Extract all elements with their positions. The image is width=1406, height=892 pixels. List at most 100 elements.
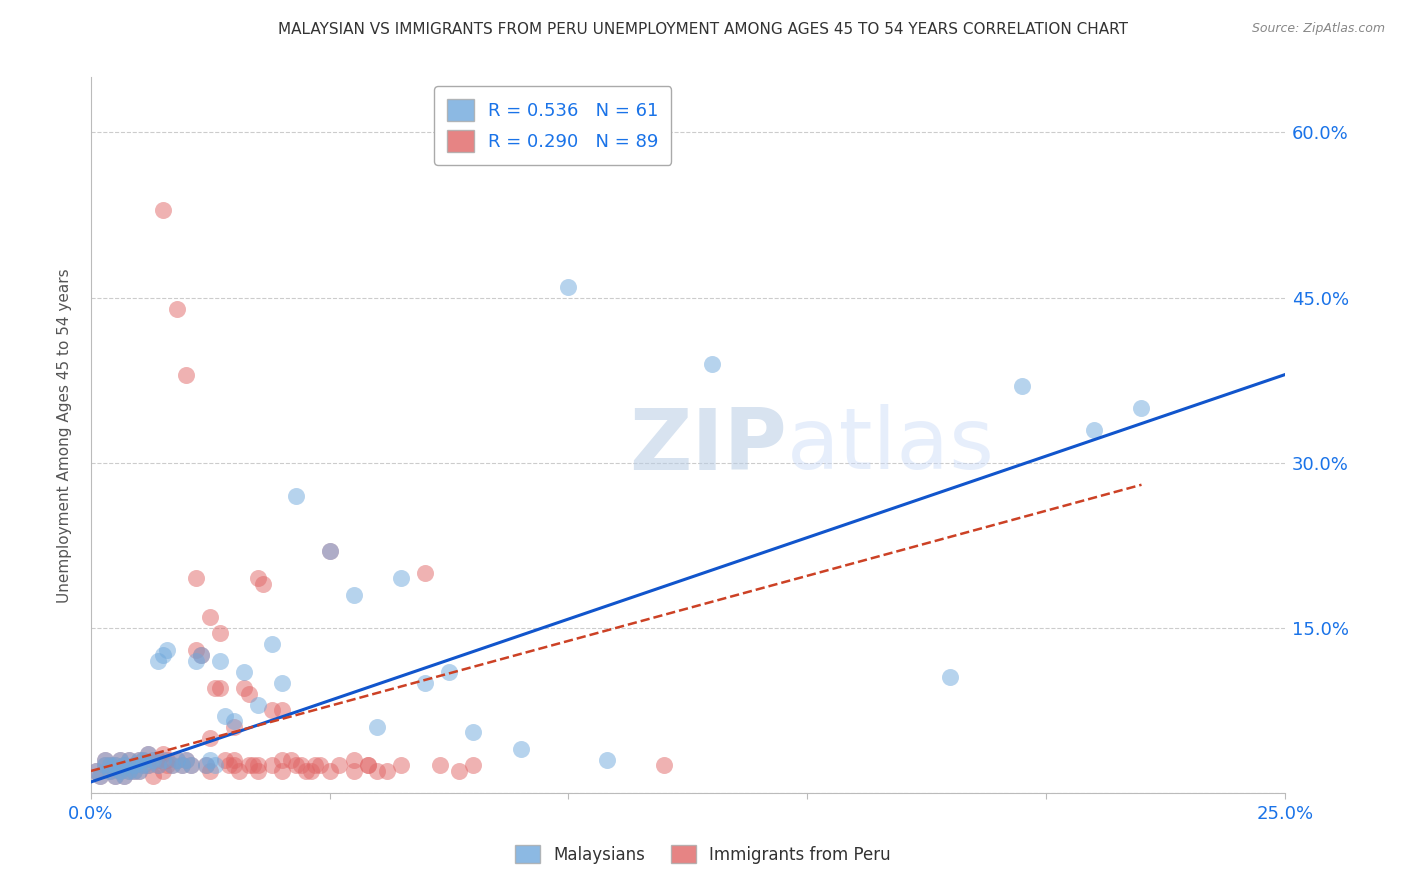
Point: [1130, 401, 1153, 415]
Y-axis label: Unemployment Among Ages 45 to 54 years: Unemployment Among Ages 45 to 54 years: [58, 268, 72, 602]
Point: [1083, 423, 1105, 437]
Point: [108, 764, 131, 778]
Point: [146, 654, 169, 668]
Point: [146, 753, 169, 767]
Point: [170, 758, 193, 772]
Point: [214, 753, 236, 767]
Point: [132, 758, 155, 772]
Point: [461, 725, 484, 739]
Point: [247, 758, 270, 772]
Point: [200, 753, 222, 767]
Point: [98, 764, 121, 778]
Point: [160, 758, 183, 772]
Point: [94, 753, 117, 767]
Text: Source: ZipAtlas.com: Source: ZipAtlas.com: [1251, 22, 1385, 36]
Point: [214, 709, 236, 723]
Point: [176, 368, 198, 382]
Point: [299, 764, 322, 778]
Point: [112, 758, 135, 772]
Point: [461, 758, 484, 772]
Point: [262, 758, 284, 772]
Point: [309, 758, 332, 772]
Point: [89, 769, 111, 783]
Point: [224, 753, 246, 767]
Point: [413, 566, 436, 580]
Point: [194, 758, 217, 772]
Point: [218, 758, 240, 772]
Point: [232, 681, 254, 696]
Point: [357, 758, 380, 772]
Point: [132, 753, 155, 767]
Point: [413, 676, 436, 690]
Point: [652, 758, 675, 772]
Point: [366, 764, 388, 778]
Legend: R = 0.536   N = 61, R = 0.290   N = 89: R = 0.536 N = 61, R = 0.290 N = 89: [434, 87, 672, 165]
Point: [342, 753, 364, 767]
Point: [252, 577, 274, 591]
Point: [152, 753, 174, 767]
Point: [94, 758, 117, 772]
Point: [509, 742, 531, 756]
Point: [200, 764, 222, 778]
Point: [122, 764, 145, 778]
Point: [318, 543, 340, 558]
Point: [247, 764, 270, 778]
Point: [262, 637, 284, 651]
Point: [132, 753, 155, 767]
Point: [180, 758, 202, 772]
Point: [98, 758, 121, 772]
Point: [104, 769, 127, 783]
Point: [429, 758, 451, 772]
Point: [190, 648, 212, 663]
Point: [108, 764, 131, 778]
Text: atlas: atlas: [787, 404, 995, 488]
Point: [238, 758, 260, 772]
Point: [208, 654, 231, 668]
Point: [118, 753, 141, 767]
Point: [224, 758, 246, 772]
Point: [280, 753, 302, 767]
Point: [176, 753, 198, 767]
Point: [232, 665, 254, 679]
Point: [190, 648, 212, 663]
Point: [128, 764, 150, 778]
Point: [122, 764, 145, 778]
Point: [108, 753, 131, 767]
Point: [128, 753, 150, 767]
Point: [184, 571, 207, 585]
Point: [112, 769, 135, 783]
Text: ZIP: ZIP: [630, 404, 787, 488]
Point: [104, 769, 127, 783]
Point: [94, 753, 117, 767]
Point: [295, 764, 318, 778]
Point: [204, 758, 226, 772]
Point: [152, 202, 174, 217]
Point: [271, 703, 294, 717]
Point: [271, 764, 294, 778]
Point: [146, 758, 169, 772]
Point: [152, 747, 174, 762]
Point: [557, 279, 579, 293]
Point: [142, 769, 165, 783]
Point: [204, 681, 226, 696]
Point: [328, 758, 350, 772]
Point: [166, 753, 188, 767]
Point: [166, 301, 188, 316]
Point: [389, 571, 412, 585]
Point: [939, 670, 962, 684]
Point: [118, 753, 141, 767]
Point: [318, 764, 340, 778]
Point: [128, 764, 150, 778]
Point: [94, 758, 117, 772]
Point: [271, 753, 294, 767]
Legend: Malaysians, Immigrants from Peru: Malaysians, Immigrants from Peru: [509, 838, 897, 871]
Point: [238, 687, 260, 701]
Point: [375, 764, 398, 778]
Point: [152, 648, 174, 663]
Point: [98, 764, 121, 778]
Point: [166, 753, 188, 767]
Point: [118, 764, 141, 778]
Point: [136, 747, 159, 762]
Point: [104, 758, 127, 772]
Point: [146, 758, 169, 772]
